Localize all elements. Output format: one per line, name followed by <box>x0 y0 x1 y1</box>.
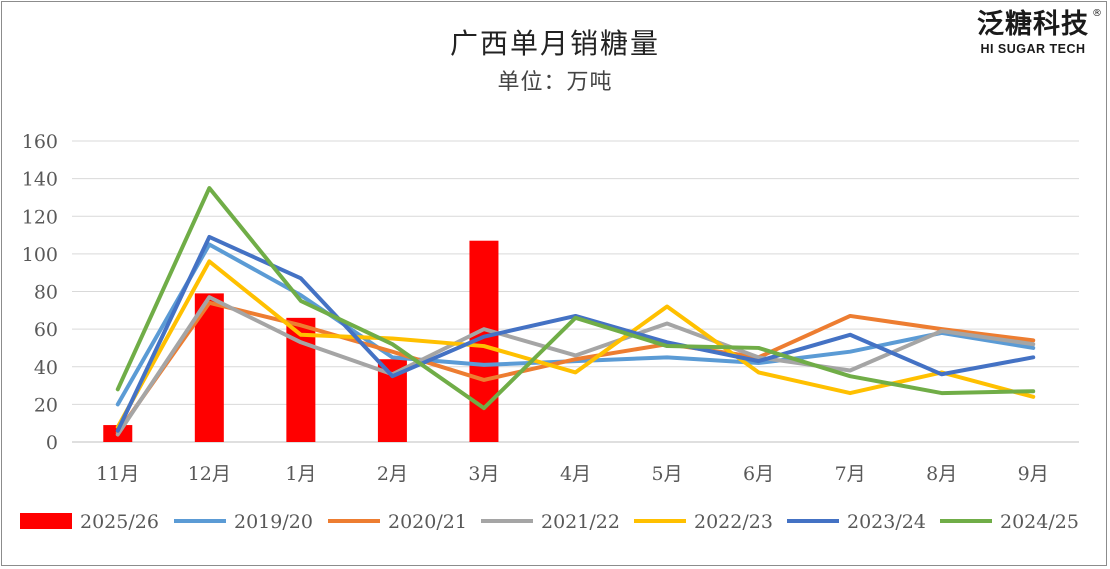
x-tick-label: 2月 <box>377 463 408 485</box>
series-line <box>115 234 1036 433</box>
legend-label: 2021/22 <box>541 511 620 533</box>
x-tick-label: 6月 <box>743 463 774 485</box>
y-tick-label: 80 <box>34 282 58 304</box>
x-tick-label: 3月 <box>468 463 499 485</box>
y-tick-label: 120 <box>22 206 58 228</box>
series-line <box>115 186 1036 411</box>
legend: 2025/26 2019/20 2020/21 2021/22 2022/23 2023/… <box>20 511 1079 533</box>
y-axis-ticks: 0 20 40 60 80 100 120 140 160 <box>22 131 58 454</box>
line-series <box>115 186 1036 437</box>
chart-title: 广西单月销糖量 <box>449 27 660 60</box>
y-tick-label: 0 <box>46 432 58 454</box>
series-line <box>115 300 1036 435</box>
chart-subtitle: 单位：万吨 <box>497 70 613 95</box>
y-tick-label: 140 <box>22 169 58 191</box>
x-tick-label: 9月 <box>1018 463 1049 485</box>
x-tick-label: 4月 <box>560 463 591 485</box>
logo-english-text: HI SUGAR TECH <box>980 42 1086 56</box>
series-line <box>115 259 1036 429</box>
y-tick-label: 100 <box>22 244 58 266</box>
legend-label: 2025/26 <box>80 511 159 533</box>
x-tick-label: 5月 <box>651 463 682 485</box>
series-line <box>115 295 1036 437</box>
y-tick-label: 40 <box>34 357 58 379</box>
legend-label: 2024/25 <box>1000 511 1079 533</box>
legend-label: 2019/20 <box>234 511 313 533</box>
registered-mark: ® <box>1092 8 1102 19</box>
legend-label: 2022/23 <box>694 511 773 533</box>
logo-chinese-text: 泛糖科技 <box>977 9 1089 40</box>
x-tick-label: 1月 <box>285 463 316 485</box>
x-tick-label: 12月 <box>188 463 231 485</box>
x-axis-ticks: 11月 12月 1月 2月 3月 4月 5月 6月 7月 8月 9月 <box>96 463 1049 485</box>
legend-label: 2020/21 <box>388 511 467 533</box>
x-tick-label: 8月 <box>926 463 957 485</box>
y-tick-label: 60 <box>34 319 58 341</box>
x-tick-label: 7月 <box>835 463 866 485</box>
legend-swatch <box>20 513 72 529</box>
gridlines <box>72 140 1079 443</box>
legend-label: 2023/24 <box>847 511 926 533</box>
brand-logo: 泛糖科技 HI SUGAR TECH ® <box>968 8 1102 56</box>
y-tick-label: 160 <box>22 131 58 153</box>
x-tick-label: 11月 <box>96 463 139 485</box>
y-tick-label: 20 <box>34 394 58 416</box>
